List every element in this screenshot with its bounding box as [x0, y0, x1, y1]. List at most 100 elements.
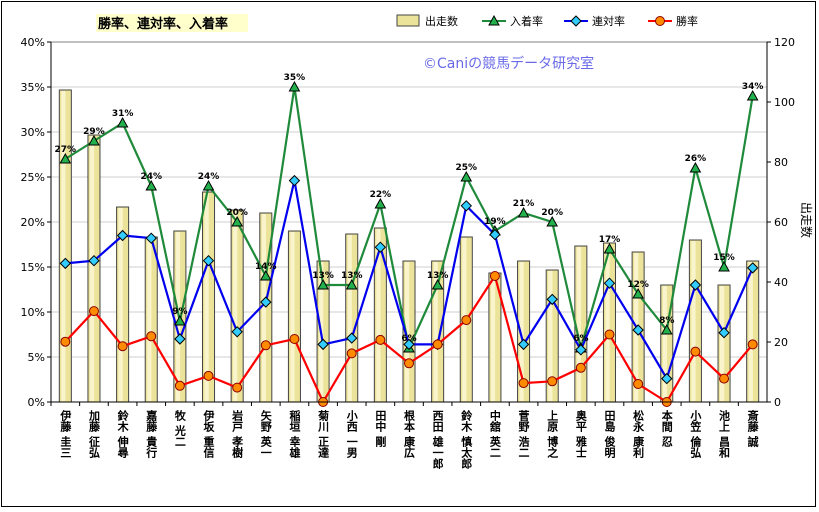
data-label: 21% — [513, 199, 535, 209]
data-label: 6% — [401, 334, 416, 344]
quinella-marker — [59, 257, 72, 270]
bar-highlight — [204, 193, 209, 401]
data-label: 27% — [55, 145, 77, 155]
place-marker — [174, 314, 186, 326]
data-label: 13% — [312, 271, 334, 281]
data-label: 14% — [255, 262, 277, 272]
data-label: 26% — [685, 154, 707, 164]
win-marker — [747, 339, 758, 350]
win-marker — [719, 373, 730, 384]
bar-highlight — [605, 244, 610, 401]
x-tick-label: 松永 康利 — [632, 409, 646, 459]
y2-tick-label: 40 — [774, 276, 788, 289]
win-marker — [174, 380, 185, 391]
win-marker — [655, 16, 665, 26]
bar-highlight — [261, 214, 266, 401]
bar-highlight — [61, 91, 66, 401]
place-marker — [59, 152, 72, 164]
quinella-marker — [460, 200, 472, 212]
x-tick-label: 加藤 征弘 — [87, 409, 101, 459]
x-tick-label: 小笠 倫弘 — [689, 409, 703, 459]
place-marker — [517, 206, 530, 218]
x-tick-label: 鈴木 伸尋 — [116, 409, 130, 459]
quinella-marker — [260, 296, 272, 308]
y-tick-label: 10% — [21, 306, 45, 319]
data-label: 13% — [427, 271, 449, 281]
x-tick-label: 奥平 雅士 — [574, 409, 588, 458]
y2-tick-label: 60 — [774, 216, 788, 229]
win-marker — [346, 348, 357, 359]
place-marker — [88, 134, 100, 146]
data-label: 9% — [172, 307, 187, 317]
bar-highlight — [147, 238, 152, 401]
win-marker — [289, 334, 300, 344]
quinella-marker — [632, 324, 644, 336]
bar-highlight — [519, 262, 524, 401]
legend-label: 入着率 — [510, 14, 543, 28]
win-marker — [575, 362, 586, 373]
data-label: 8% — [659, 316, 674, 326]
x-tick-label: 田島 俊明 — [603, 410, 616, 459]
place-marker — [231, 215, 244, 227]
data-label: 31% — [112, 109, 134, 119]
data-label: 15% — [713, 253, 735, 263]
quinella-marker — [489, 228, 501, 241]
place-marker — [345, 278, 358, 290]
data-label: 20% — [226, 208, 248, 218]
win-marker — [690, 346, 701, 357]
data-label: 29% — [83, 127, 105, 137]
quinella-marker — [317, 338, 329, 351]
win-marker — [60, 336, 71, 347]
quinella-marker — [403, 338, 415, 351]
title-box — [96, 14, 248, 32]
place-marker — [202, 179, 215, 191]
y2-tick-label: 100 — [774, 96, 795, 109]
quinella-marker — [570, 15, 582, 27]
y2-axis-label: 出走数 — [799, 202, 814, 238]
quinella-marker — [517, 338, 530, 351]
place-marker — [259, 269, 272, 281]
legend-label: 連対率 — [592, 14, 625, 28]
legend-label: 勝率 — [676, 14, 698, 28]
x-tick-label: 池上 昌和 — [718, 409, 731, 459]
x-tick-label: 鈴木 慎太郎 — [460, 409, 474, 470]
place-marker — [145, 179, 158, 191]
data-label: 19% — [484, 217, 506, 227]
x-tick-label: 上原 博之 — [546, 409, 559, 459]
quinella-marker — [718, 326, 730, 339]
place-marker — [718, 260, 730, 272]
win-marker — [432, 339, 443, 350]
bar-highlight — [748, 262, 753, 401]
data-label: 6% — [573, 334, 588, 344]
quinella-marker — [288, 174, 301, 187]
data-label: 13% — [341, 271, 363, 281]
place-marker — [431, 278, 444, 290]
quinella-marker — [603, 277, 616, 289]
bar-highlight — [89, 136, 95, 401]
data-label: 24% — [140, 172, 162, 182]
x-tick-label: 岩戸 孝樹 — [231, 409, 245, 459]
win-marker — [375, 334, 386, 345]
data-label: 34% — [742, 82, 764, 92]
x-tick-label: 中舘 英二 — [488, 409, 502, 458]
y-tick-label: 15% — [21, 261, 45, 274]
win-marker — [260, 340, 271, 351]
quinella-marker — [546, 293, 558, 306]
quinella-marker — [575, 344, 587, 356]
quinella-marker — [116, 229, 129, 242]
x-tick-label: 西田 雄一郎 — [431, 410, 445, 470]
bar-highlight — [576, 247, 582, 401]
y-tick-label: 5% — [28, 351, 45, 364]
win-marker — [404, 358, 414, 369]
chart-title: 勝率、連対率、入着率 — [98, 16, 228, 32]
y2-tick-label: 120 — [774, 36, 795, 49]
bar-highlight — [720, 286, 725, 401]
x-tick-label: 伊坂 重信 — [202, 409, 216, 459]
y-tick-label: 40% — [21, 36, 45, 49]
data-label: 17% — [599, 235, 621, 245]
quinella-marker — [374, 241, 387, 253]
place-marker — [116, 116, 129, 128]
place-marker — [317, 278, 329, 290]
